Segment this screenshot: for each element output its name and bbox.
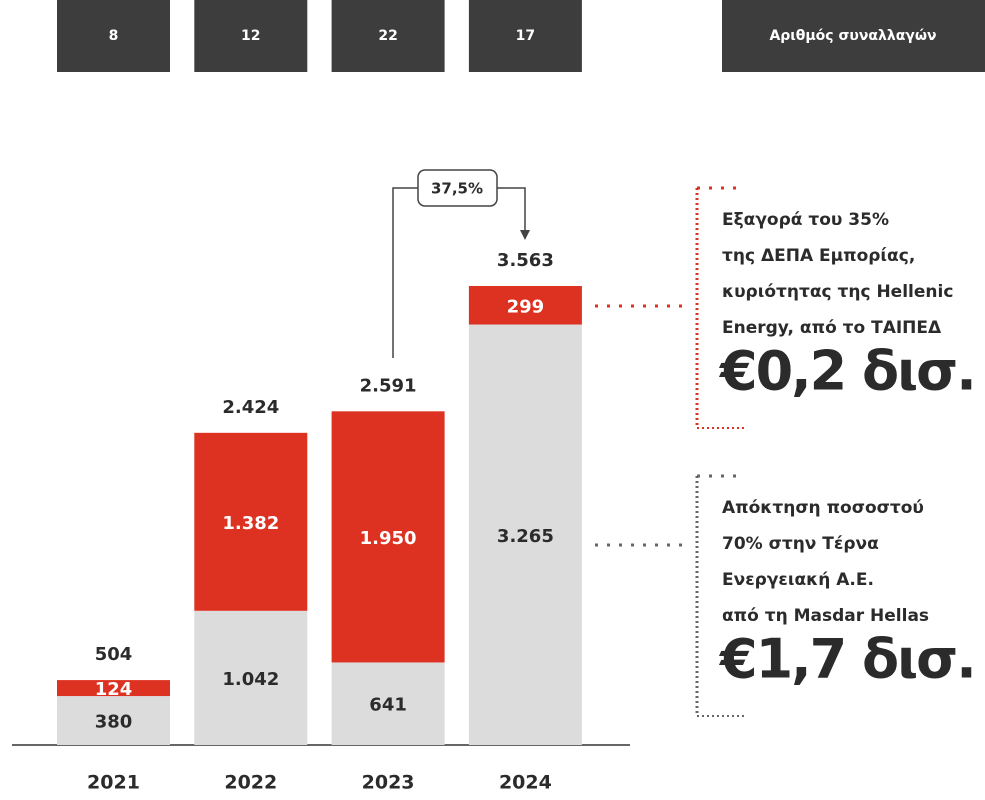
annotation-line: από τη Masdar Hellas [722, 606, 929, 626]
x-tick-label: 2021 [87, 772, 140, 794]
value-label: 1.382 [222, 513, 279, 534]
count-label: 8 [109, 28, 119, 44]
value-label: 641 [369, 695, 407, 716]
bar-segment [331, 662, 445, 745]
bar-segment [194, 610, 308, 745]
bar-segment [468, 286, 582, 325]
bar-segment [57, 680, 170, 697]
total-label: 2.424 [222, 397, 279, 418]
value-label: 299 [507, 296, 545, 317]
x-tick-label: 2024 [499, 772, 552, 794]
bar-segment [57, 696, 170, 745]
arrow-head [520, 230, 530, 240]
bar-segment [194, 432, 308, 611]
x-tick-label: 2022 [224, 772, 277, 794]
count-box [57, 0, 170, 72]
annotation-line: κυριότητας της Hellenic [722, 282, 953, 302]
connector [392, 187, 418, 358]
value-label: 124 [95, 679, 133, 700]
annotation-line: Εξαγορά του 35% [722, 210, 889, 230]
count-box [468, 0, 582, 72]
annotation-line: 70% στην Τέρνα [722, 534, 879, 554]
legend-box [722, 0, 985, 72]
annotation-amount: €0,2 δισ. [718, 340, 975, 403]
bar-segment [331, 411, 445, 663]
growth-box [417, 169, 498, 207]
bar-segment [468, 324, 582, 745]
value-label: 3.265 [497, 526, 554, 547]
transactions-label: Αριθμός συναλλαγών [769, 28, 936, 44]
annotation-line: Energy, από το ΤΑΙΠΕΔ [722, 318, 942, 338]
annotation-amount: €1,7 δισ. [718, 628, 975, 691]
count-label: 12 [241, 28, 260, 44]
count-box [194, 0, 308, 72]
value-label: 1.042 [222, 669, 279, 690]
count-label: 17 [516, 28, 535, 44]
total-label: 3.563 [497, 250, 554, 271]
total-label: 2.591 [360, 375, 417, 396]
x-tick-label: 2023 [362, 772, 415, 794]
total-label: 504 [95, 644, 133, 665]
value-label: 380 [95, 712, 133, 733]
growth-label: 37,5% [431, 180, 483, 198]
value-label: 1.950 [360, 528, 417, 549]
annotation-line: Απόκτηση ποσοστού [722, 498, 924, 518]
annotation-line: Ενεργειακή Α.Ε. [722, 570, 874, 590]
annotation-line: της ΔΕΠΑ Εμπορίας, [722, 246, 915, 266]
count-label: 22 [378, 28, 397, 44]
connector [497, 187, 526, 232]
count-box [331, 0, 445, 72]
